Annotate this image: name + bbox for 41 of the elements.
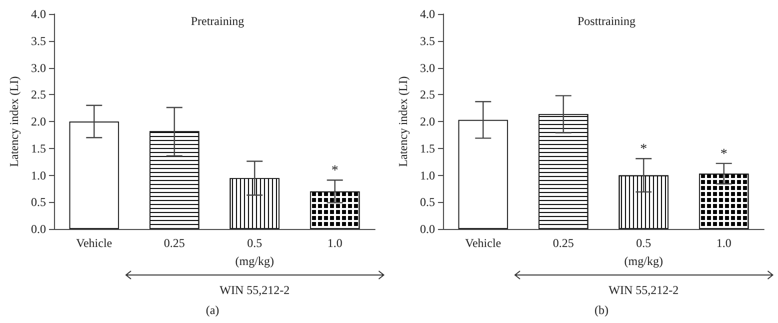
x-tick-label: 0.5 (636, 236, 652, 250)
chart-title: Posttraining (577, 14, 636, 28)
y-tick-label: 3.0 (420, 60, 435, 75)
y-tick-label: 0.0 (31, 222, 46, 236)
text: WIN 55,212-2 (220, 283, 290, 298)
y-axis-title: Latency index (LI) (396, 76, 410, 167)
text: (a) (206, 303, 220, 318)
y-tick-label: 2.5 (420, 88, 435, 102)
y-tick-label: 3.0 (31, 60, 46, 75)
y-tick-label: 0.0 (420, 222, 435, 236)
chart-title: Pretraining (190, 14, 244, 28)
bar (69, 122, 120, 229)
x-tick-label: 1.0 (716, 236, 732, 250)
y-tick-label: 1.0 (31, 168, 46, 182)
x-tick-label: 0.5 (247, 236, 262, 250)
x-tick-label: 0.25 (552, 236, 574, 250)
annotation: * (720, 146, 728, 162)
y-tick-label: 0.5 (420, 195, 435, 210)
y-tick-label: 2.0 (420, 114, 435, 128)
x-tick-label: Vehicle (76, 236, 112, 250)
y-tick-label: 4.0 (420, 7, 435, 21)
text: WIN 55,212-2 (608, 283, 679, 298)
x-tick-label: 0.25 (164, 236, 185, 250)
y-tick-label: 1.5 (31, 141, 46, 156)
annotation: * (640, 142, 648, 158)
bar (458, 120, 508, 229)
y-tick-label: 3.5 (420, 34, 435, 48)
x-tick-label: 1.0 (327, 236, 342, 250)
y-tick-label: 4.0 (31, 7, 46, 21)
y-tick-label: 1.5 (420, 141, 435, 156)
x-tick-label: Vehicle (465, 236, 502, 250)
annotation: * (331, 164, 338, 179)
text: (b) (594, 303, 608, 318)
y-axis-title: Latency index (LI) (7, 76, 21, 167)
y-tick-label: 2.0 (31, 114, 46, 128)
y-tick-label: 1.0 (420, 168, 435, 182)
text: (mg/kg) (624, 254, 663, 269)
text: (mg/kg) (235, 254, 274, 269)
y-tick-label: 2.5 (31, 88, 46, 102)
y-tick-label: 3.5 (31, 34, 46, 48)
y-tick-label: 0.5 (31, 195, 46, 210)
